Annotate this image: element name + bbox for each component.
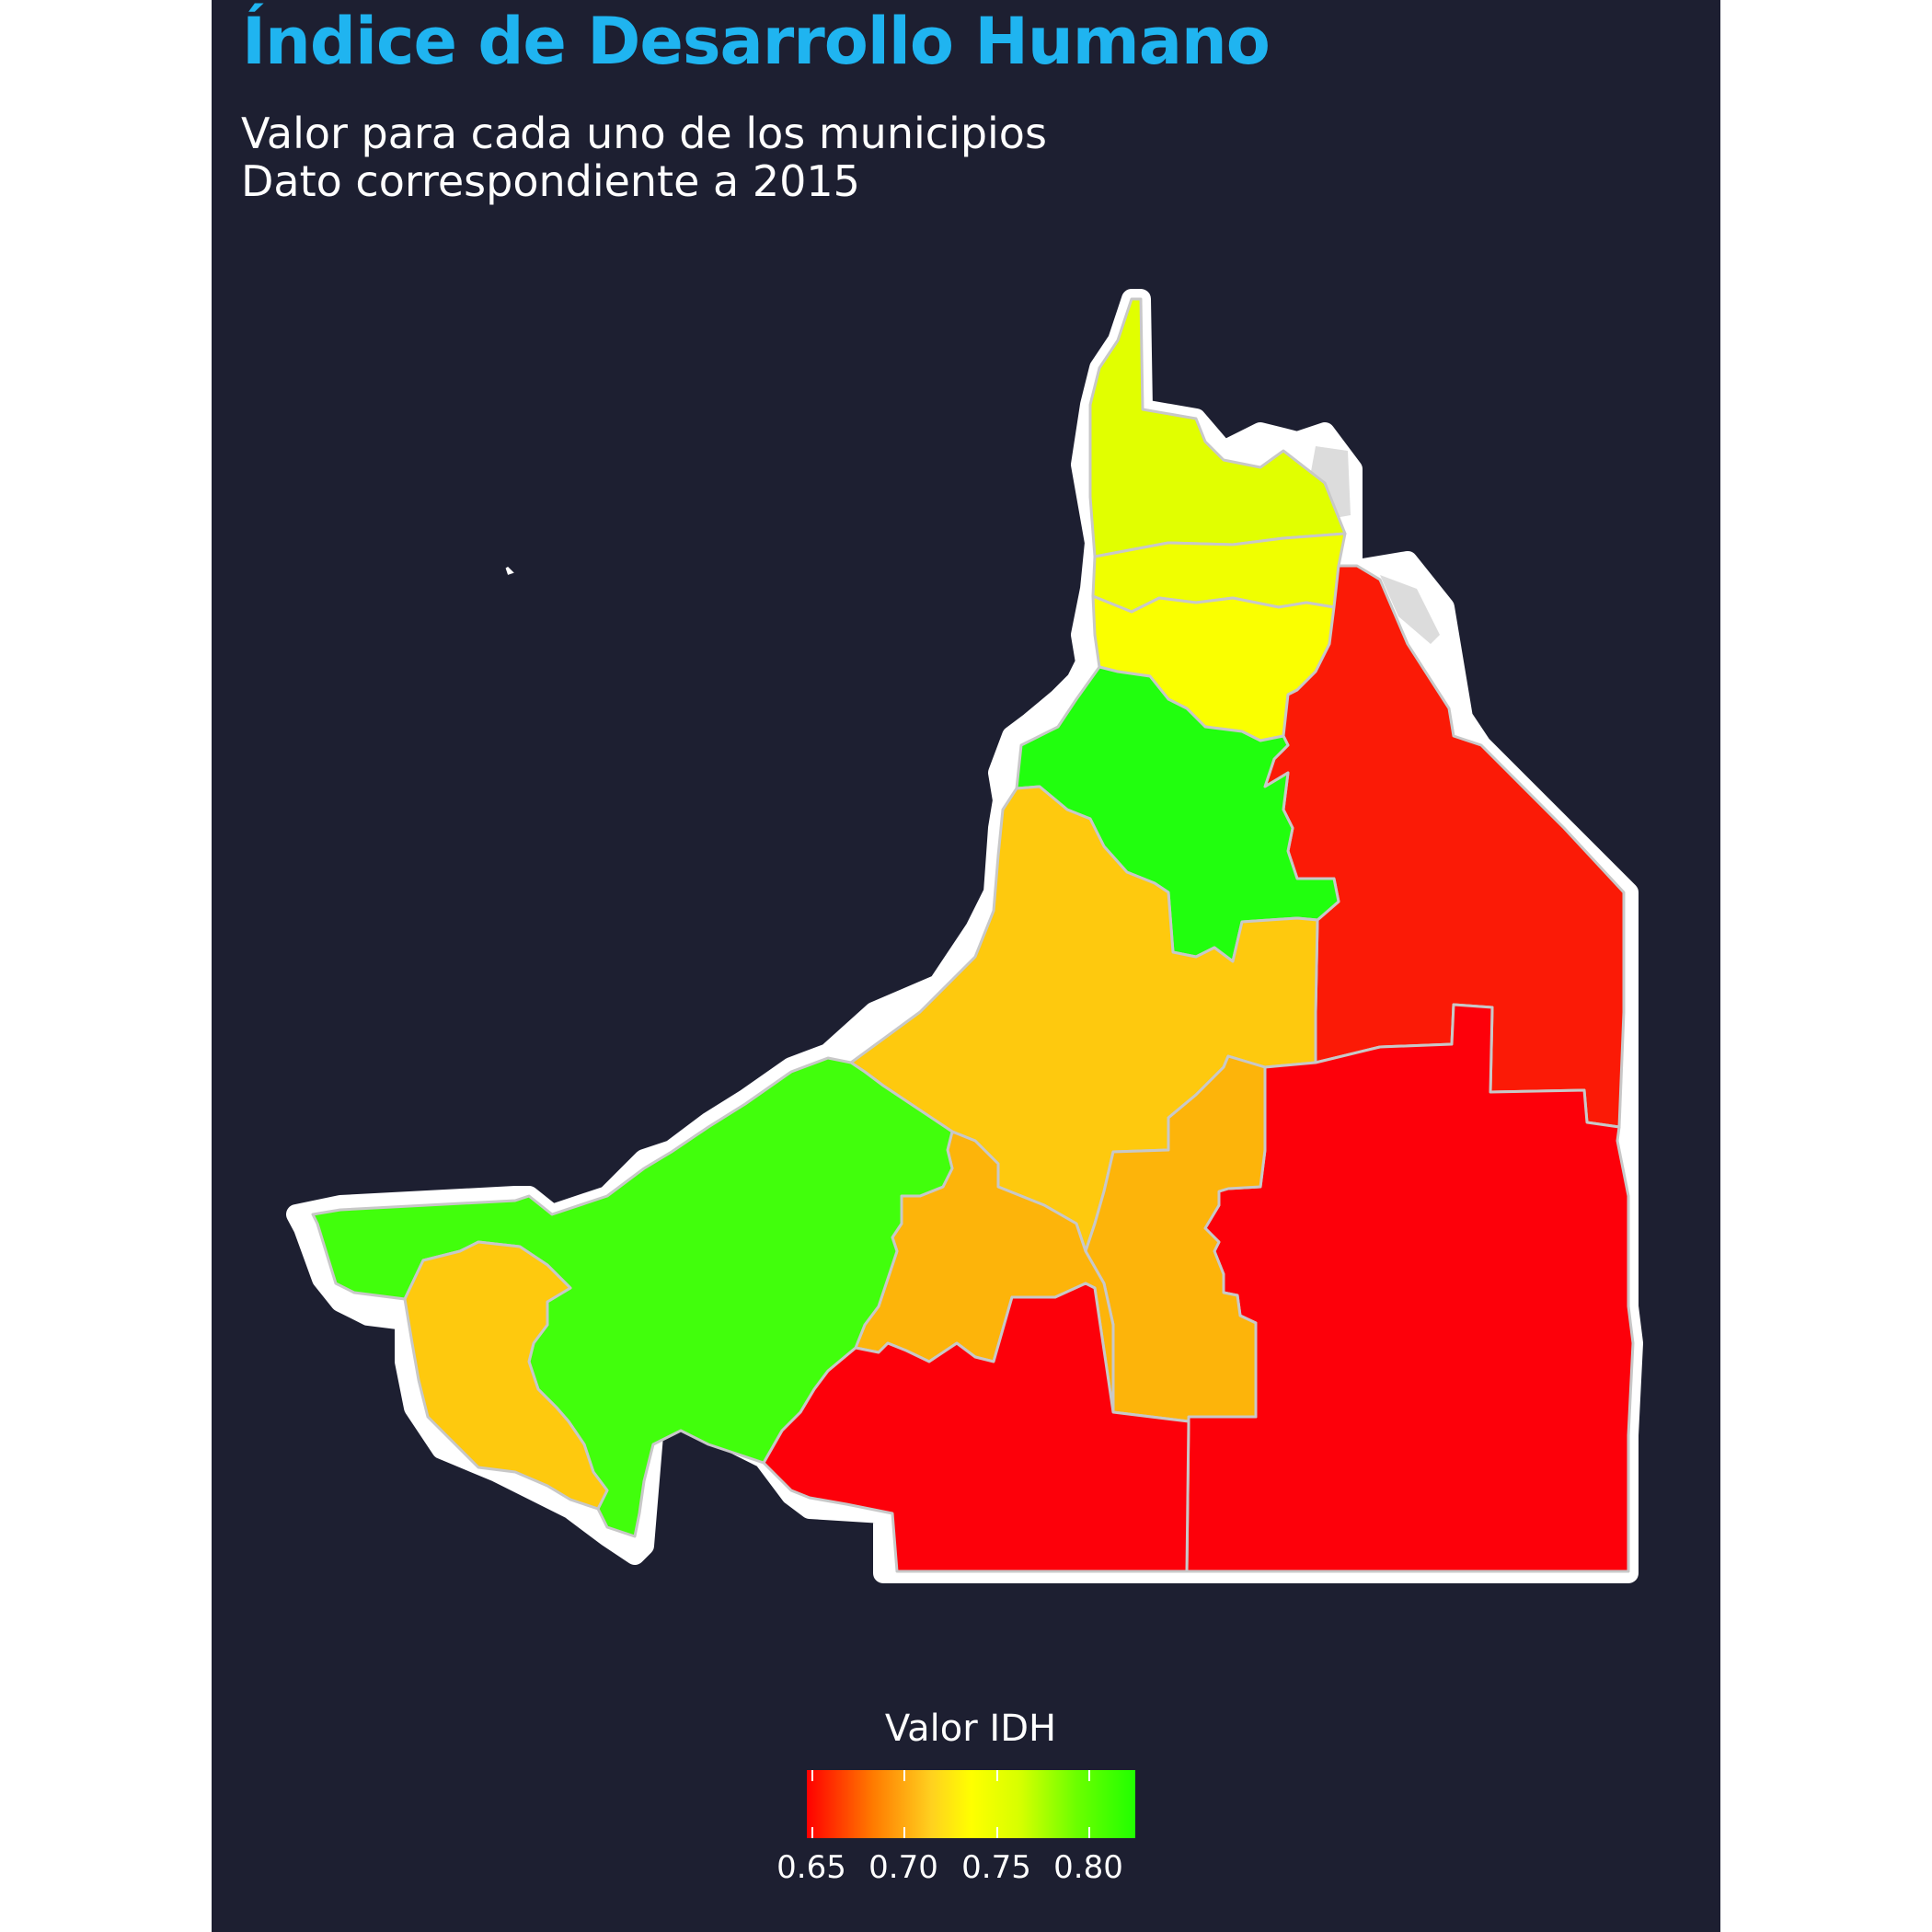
municipality-south-central [1084, 1054, 1267, 1423]
map-subtitle-line1: Valor para cada uno de los municipios [241, 109, 1047, 158]
map-subtitle-line2: Dato correspondiente a 2015 [241, 156, 860, 206]
legend-color-bar [807, 1770, 1135, 1838]
legend-tick-label: 0.65 [776, 1849, 846, 1886]
map-title: Índice de Desarrollo Humano [242, 4, 1271, 79]
legend-tick-label: 0.75 [961, 1849, 1031, 1886]
legend-title: Valor IDH [884, 1708, 1057, 1750]
coastline-shadow [1306, 446, 1440, 644]
legend-tick-label: 0.80 [1053, 1849, 1123, 1886]
municipality-south-west [403, 1240, 609, 1511]
small-island [505, 566, 514, 575]
legend-tick-label: 0.70 [868, 1849, 938, 1886]
